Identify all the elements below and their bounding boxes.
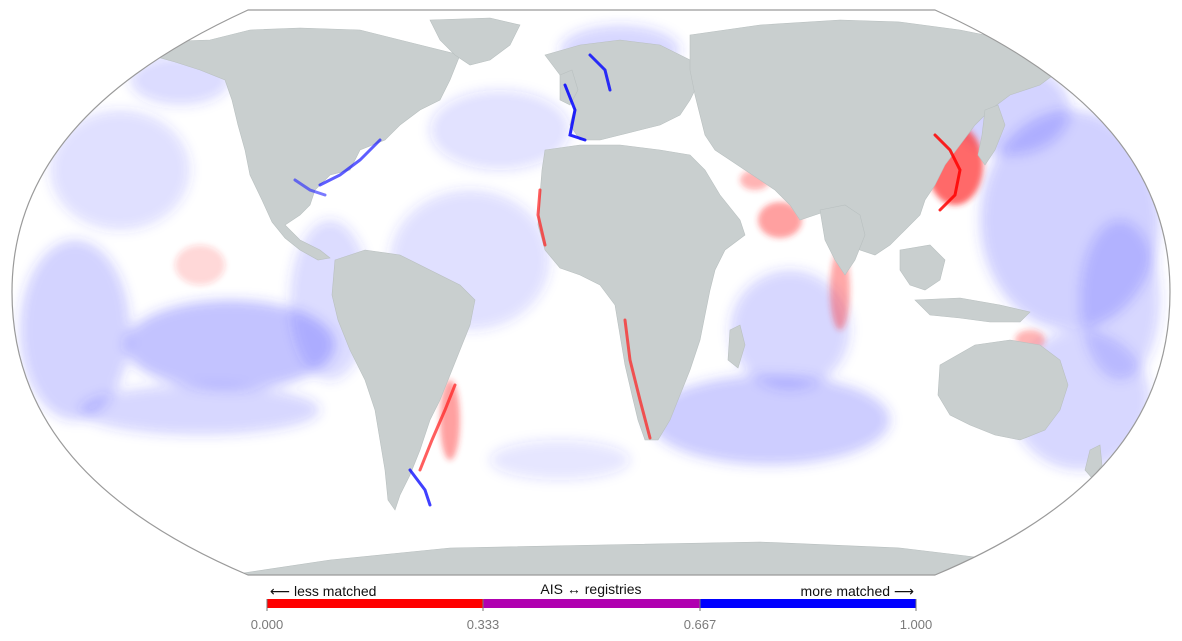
madagascar — [727, 324, 746, 369]
tick-label-2: 0.667 — [684, 617, 717, 632]
indonesia — [914, 297, 1031, 323]
japan — [977, 104, 1006, 166]
africa — [537, 144, 746, 441]
legend-color-bar — [267, 599, 916, 608]
legend-right-label: more matched ⟶ — [801, 583, 914, 599]
legend-segment-2 — [699, 599, 916, 608]
tick-label-1: 0.333 — [467, 617, 500, 632]
legend-center-label: AIS ↔ registries — [540, 581, 641, 597]
land-masses — [149, 17, 1103, 575]
australia — [937, 339, 1069, 441]
map-outline — [11, 9, 1171, 576]
tick-label-0: 0.000 — [251, 617, 284, 632]
africa-southwest-coast-low — [623, 318, 652, 440]
south-america-west-coast-low — [418, 383, 457, 472]
greenland — [429, 17, 521, 66]
legend-left-label: ⟵ less matched — [270, 583, 376, 599]
legend-ticks: 0.000 0.333 0.667 1.000 — [251, 599, 933, 632]
south-america — [331, 249, 476, 511]
east-asia-coast-low — [933, 133, 962, 212]
africa-west-coast-low — [536, 188, 547, 247]
legend-segment-0 — [267, 599, 484, 608]
patagonia-coast-high — [408, 468, 432, 507]
india — [819, 204, 866, 276]
legend-segment-1 — [483, 599, 700, 608]
gulf-of-mexico-high — [293, 178, 327, 197]
tick-label-3: 1.000 — [900, 617, 933, 632]
europe-coast-high — [563, 83, 587, 142]
southeast-asia — [899, 244, 946, 291]
north-america-east-coast-high — [318, 138, 382, 187]
scandinavia-coast-high — [588, 53, 612, 92]
coastal-match-lines — [293, 53, 962, 507]
color-legend: ⟵ less matched AIS ↔ registries more mat… — [251, 581, 933, 632]
great-britain — [559, 69, 579, 106]
